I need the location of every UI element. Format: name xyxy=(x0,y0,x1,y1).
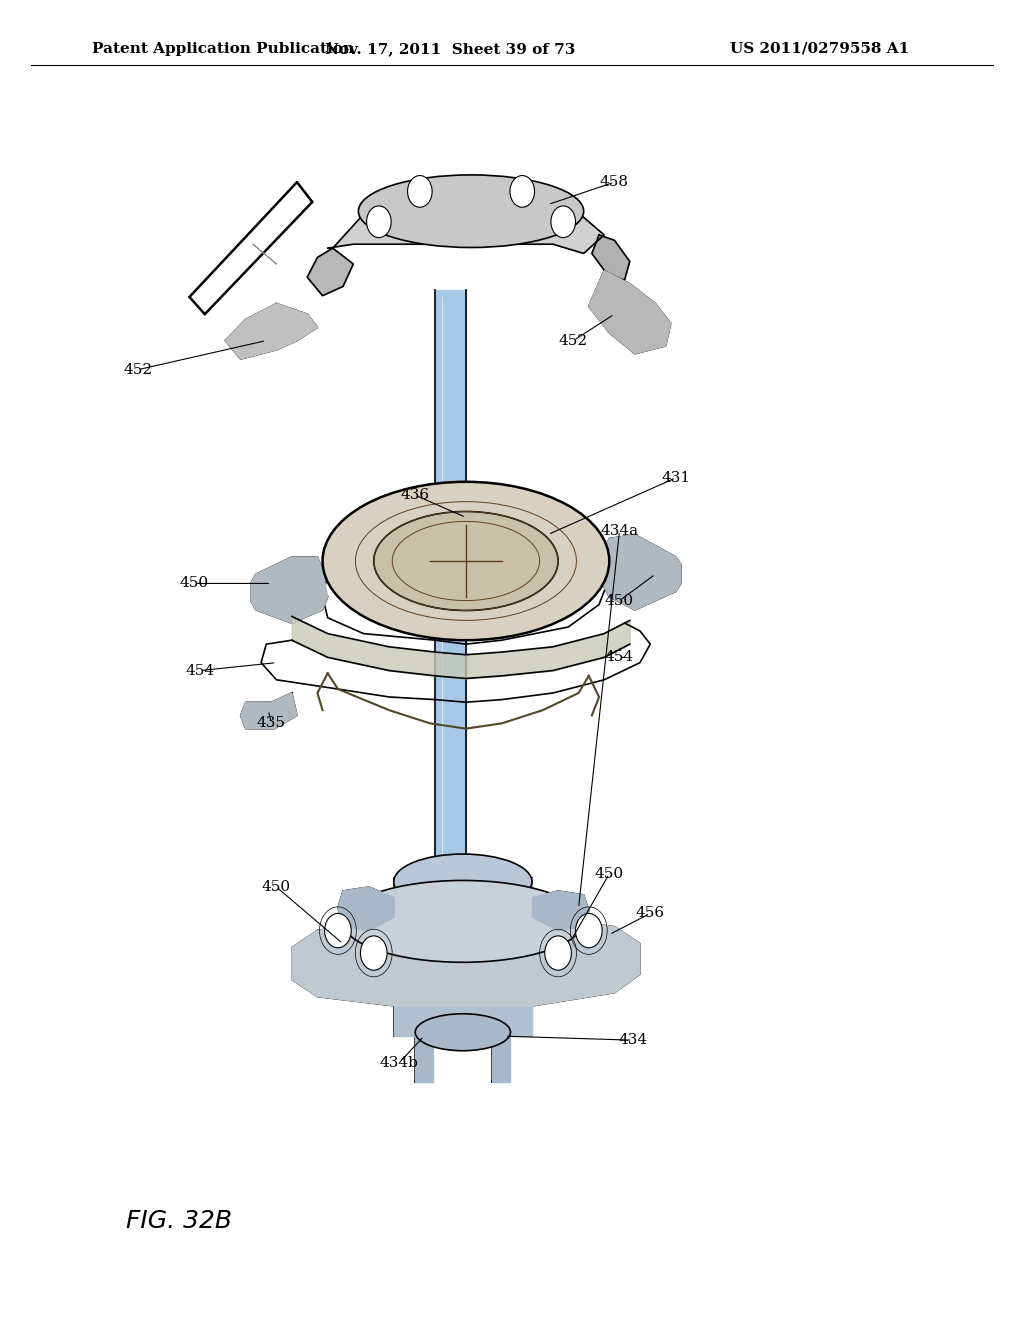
Polygon shape xyxy=(592,235,630,280)
Polygon shape xyxy=(328,209,604,253)
Polygon shape xyxy=(435,290,466,554)
Circle shape xyxy=(510,176,535,207)
Text: 435: 435 xyxy=(257,717,286,730)
Text: 450: 450 xyxy=(262,880,291,894)
Circle shape xyxy=(367,206,391,238)
Circle shape xyxy=(408,176,432,207)
Ellipse shape xyxy=(358,176,584,248)
Polygon shape xyxy=(589,271,671,354)
Text: 454: 454 xyxy=(185,664,214,677)
Text: 452: 452 xyxy=(559,334,588,347)
Text: 456: 456 xyxy=(636,907,665,920)
Text: Nov. 17, 2011  Sheet 39 of 73: Nov. 17, 2011 Sheet 39 of 73 xyxy=(326,42,575,55)
Polygon shape xyxy=(241,693,297,729)
Ellipse shape xyxy=(323,482,609,640)
Polygon shape xyxy=(307,248,353,296)
Ellipse shape xyxy=(416,1014,510,1051)
Polygon shape xyxy=(435,634,466,898)
Text: 431: 431 xyxy=(662,471,690,484)
Text: 450: 450 xyxy=(595,867,624,880)
Polygon shape xyxy=(338,887,394,931)
Polygon shape xyxy=(532,891,589,931)
Text: 436: 436 xyxy=(400,488,429,502)
Text: 434b: 434b xyxy=(380,1056,419,1069)
Circle shape xyxy=(551,206,575,238)
Circle shape xyxy=(545,936,571,970)
Circle shape xyxy=(325,913,351,948)
Text: 452: 452 xyxy=(124,363,153,376)
Circle shape xyxy=(360,936,387,970)
Polygon shape xyxy=(394,878,532,1036)
Text: 434: 434 xyxy=(618,1034,647,1047)
Ellipse shape xyxy=(342,880,584,962)
Ellipse shape xyxy=(374,512,558,611)
Text: US 2011/0279558 A1: US 2011/0279558 A1 xyxy=(729,42,909,55)
Ellipse shape xyxy=(393,854,532,909)
Polygon shape xyxy=(225,304,317,359)
Polygon shape xyxy=(492,1032,510,1082)
Text: 434a: 434a xyxy=(600,524,639,537)
Circle shape xyxy=(575,913,602,948)
Polygon shape xyxy=(602,535,681,610)
Polygon shape xyxy=(251,557,328,623)
Text: 450: 450 xyxy=(605,594,634,607)
Polygon shape xyxy=(415,1032,433,1082)
Text: 450: 450 xyxy=(180,577,209,590)
Text: 458: 458 xyxy=(600,176,629,189)
Text: 454: 454 xyxy=(605,651,634,664)
Text: Patent Application Publication: Patent Application Publication xyxy=(92,42,354,55)
Text: FIG. 32B: FIG. 32B xyxy=(126,1209,232,1233)
Polygon shape xyxy=(292,917,640,1006)
